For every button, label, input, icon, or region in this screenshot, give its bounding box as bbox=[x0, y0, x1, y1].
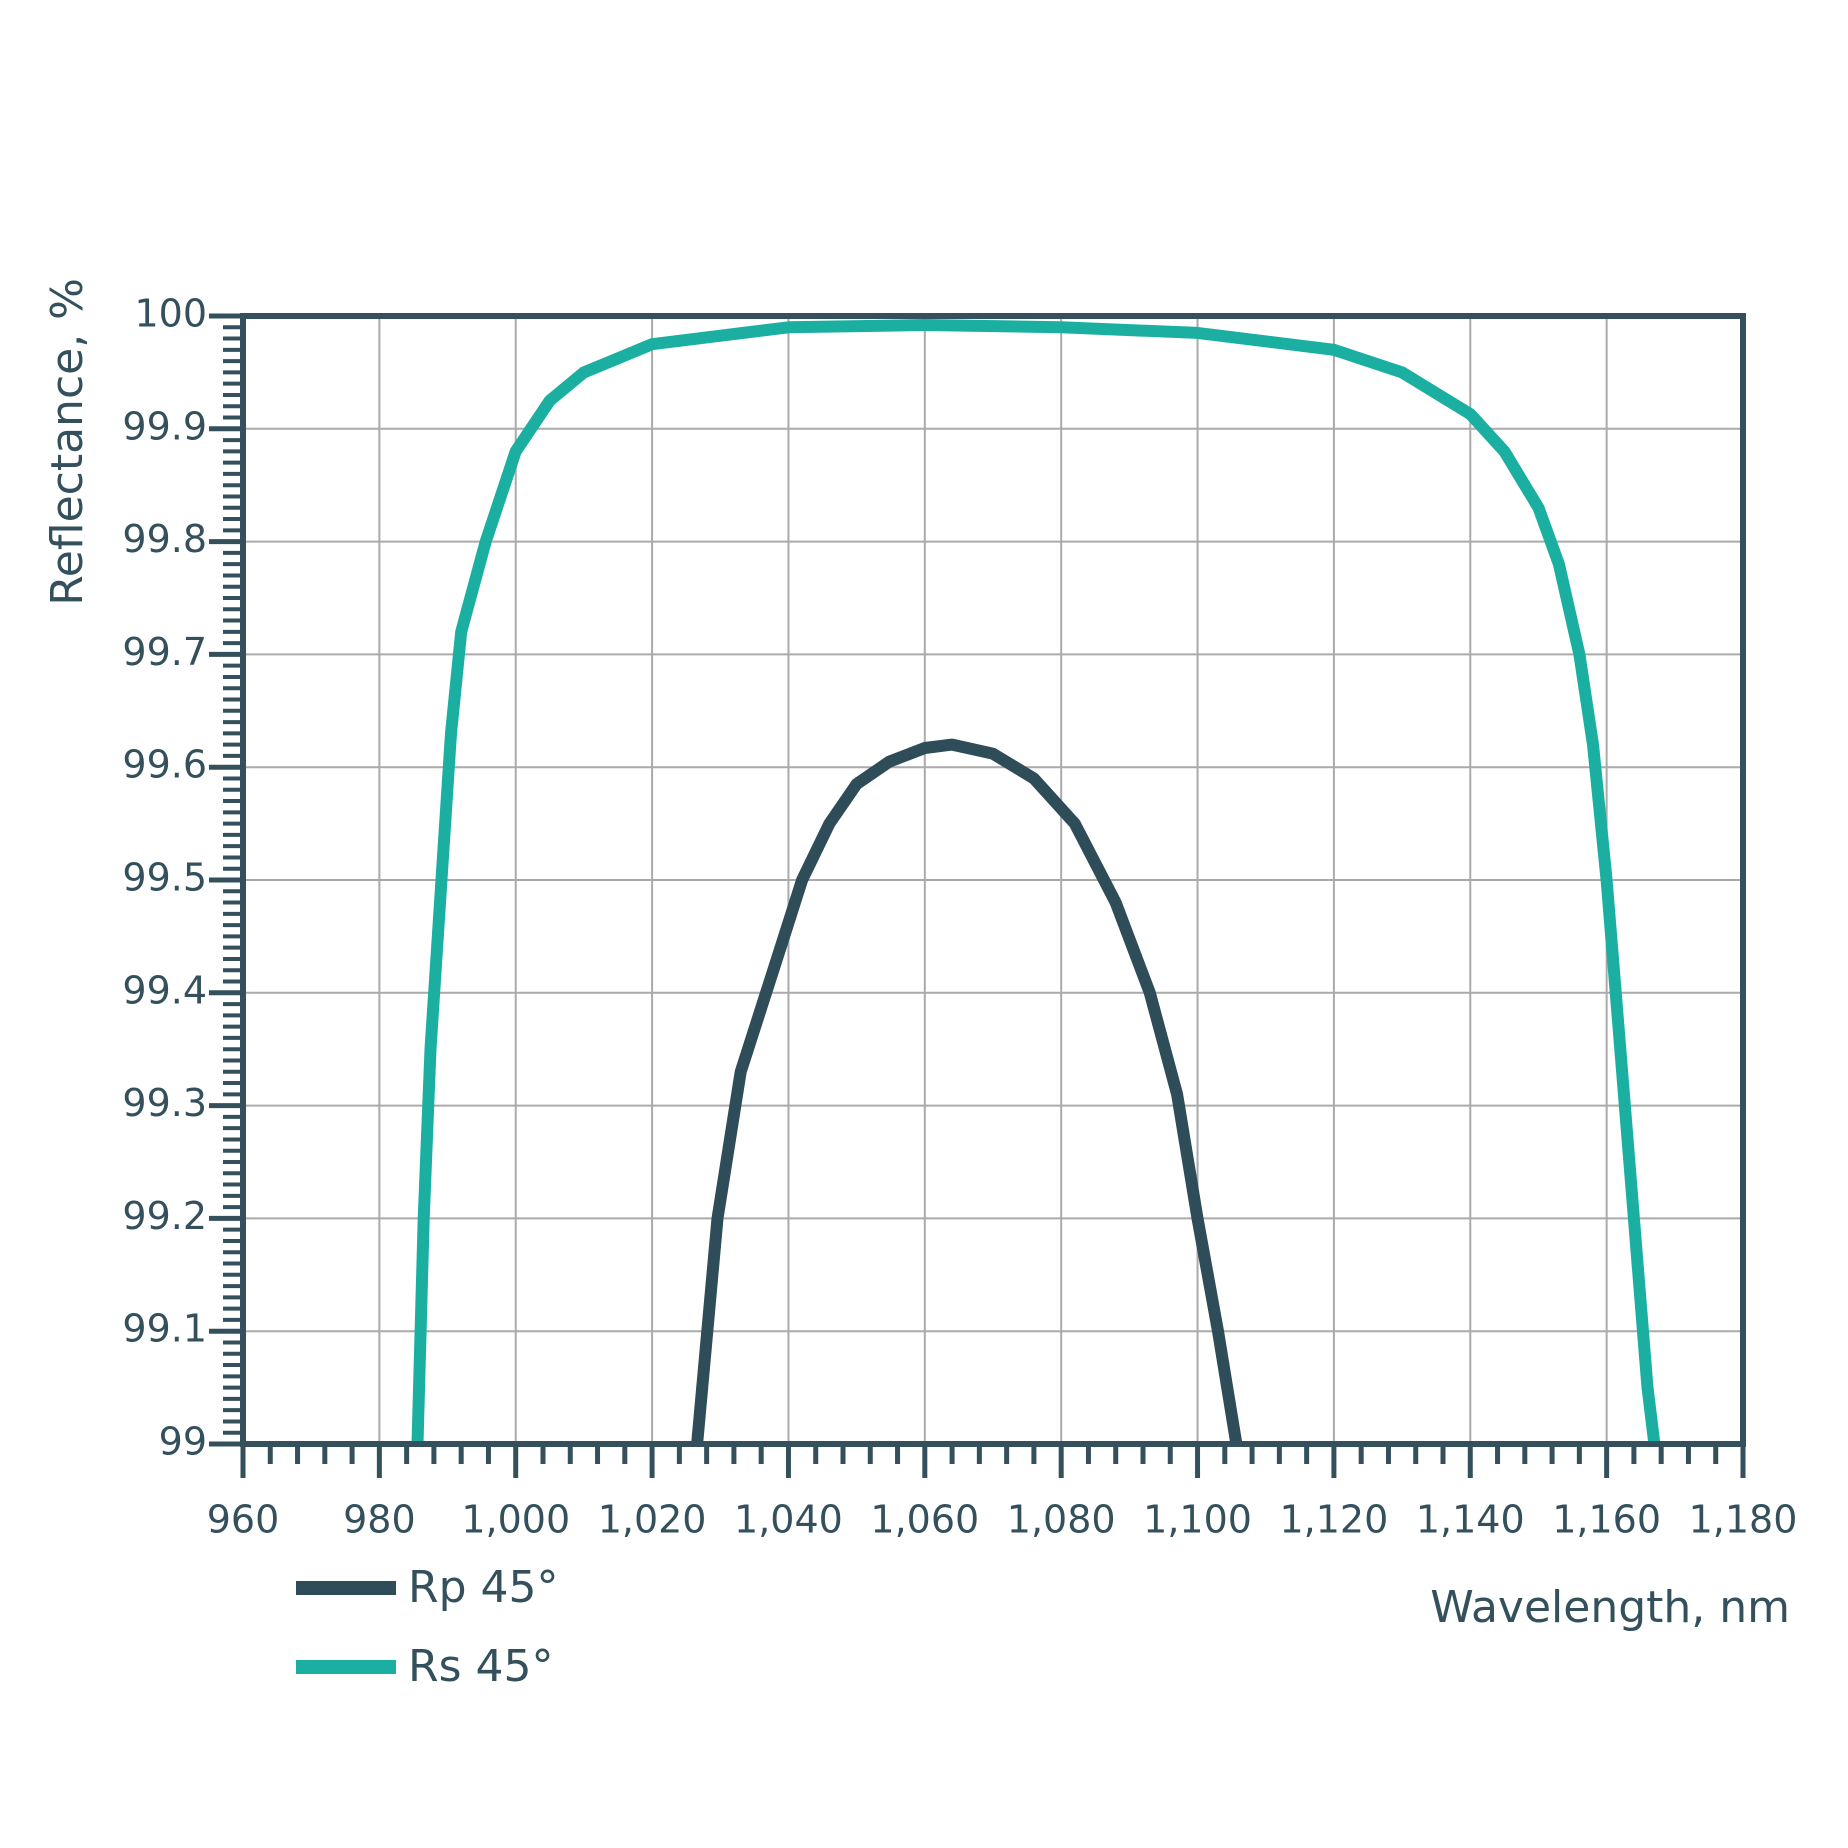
series-line bbox=[411, 319, 1661, 1445]
x-tick-label: 960 bbox=[207, 1498, 280, 1542]
x-tick-label: 980 bbox=[343, 1498, 416, 1542]
x-tick-label: 1,180 bbox=[1689, 1498, 1798, 1542]
y-axis-title: Reflectance, % bbox=[42, 278, 93, 606]
y-tick-label: 99 bbox=[159, 1420, 207, 1464]
legend-label: Rs 45° bbox=[408, 1641, 553, 1692]
y-tick-label: 99.2 bbox=[122, 1194, 207, 1238]
y-tick-label: 99.9 bbox=[122, 404, 207, 448]
x-tick-label: 1,040 bbox=[734, 1498, 843, 1542]
x-tick-label: 1,120 bbox=[1280, 1498, 1389, 1542]
y-tick-label: 100 bbox=[134, 292, 207, 336]
x-tick-label: 1,160 bbox=[1552, 1498, 1661, 1542]
x-tick-label: 1,000 bbox=[461, 1498, 570, 1542]
y-tick-label: 99.1 bbox=[122, 1307, 207, 1351]
x-tick-label: 1,100 bbox=[1143, 1498, 1252, 1542]
x-axis-title: Wavelength, nm bbox=[1430, 1582, 1790, 1633]
y-tick-label: 99.8 bbox=[122, 517, 207, 561]
y-tick-label: 99.5 bbox=[122, 856, 207, 900]
series-line bbox=[691, 738, 1243, 1445]
plot-frame bbox=[240, 313, 1746, 1447]
y-tick-label: 99.7 bbox=[122, 630, 207, 674]
x-tick-label: 1,140 bbox=[1416, 1498, 1525, 1542]
y-tick-label: 99.6 bbox=[122, 743, 207, 787]
y-tick-label: 99.3 bbox=[122, 1081, 207, 1125]
x-tick-label: 1,020 bbox=[598, 1498, 707, 1542]
legend-label: Rp 45° bbox=[408, 1562, 558, 1613]
y-tick-label: 99.4 bbox=[122, 968, 207, 1012]
x-tick-label: 1,080 bbox=[1007, 1498, 1116, 1542]
x-tick-label: 1,060 bbox=[870, 1498, 979, 1542]
